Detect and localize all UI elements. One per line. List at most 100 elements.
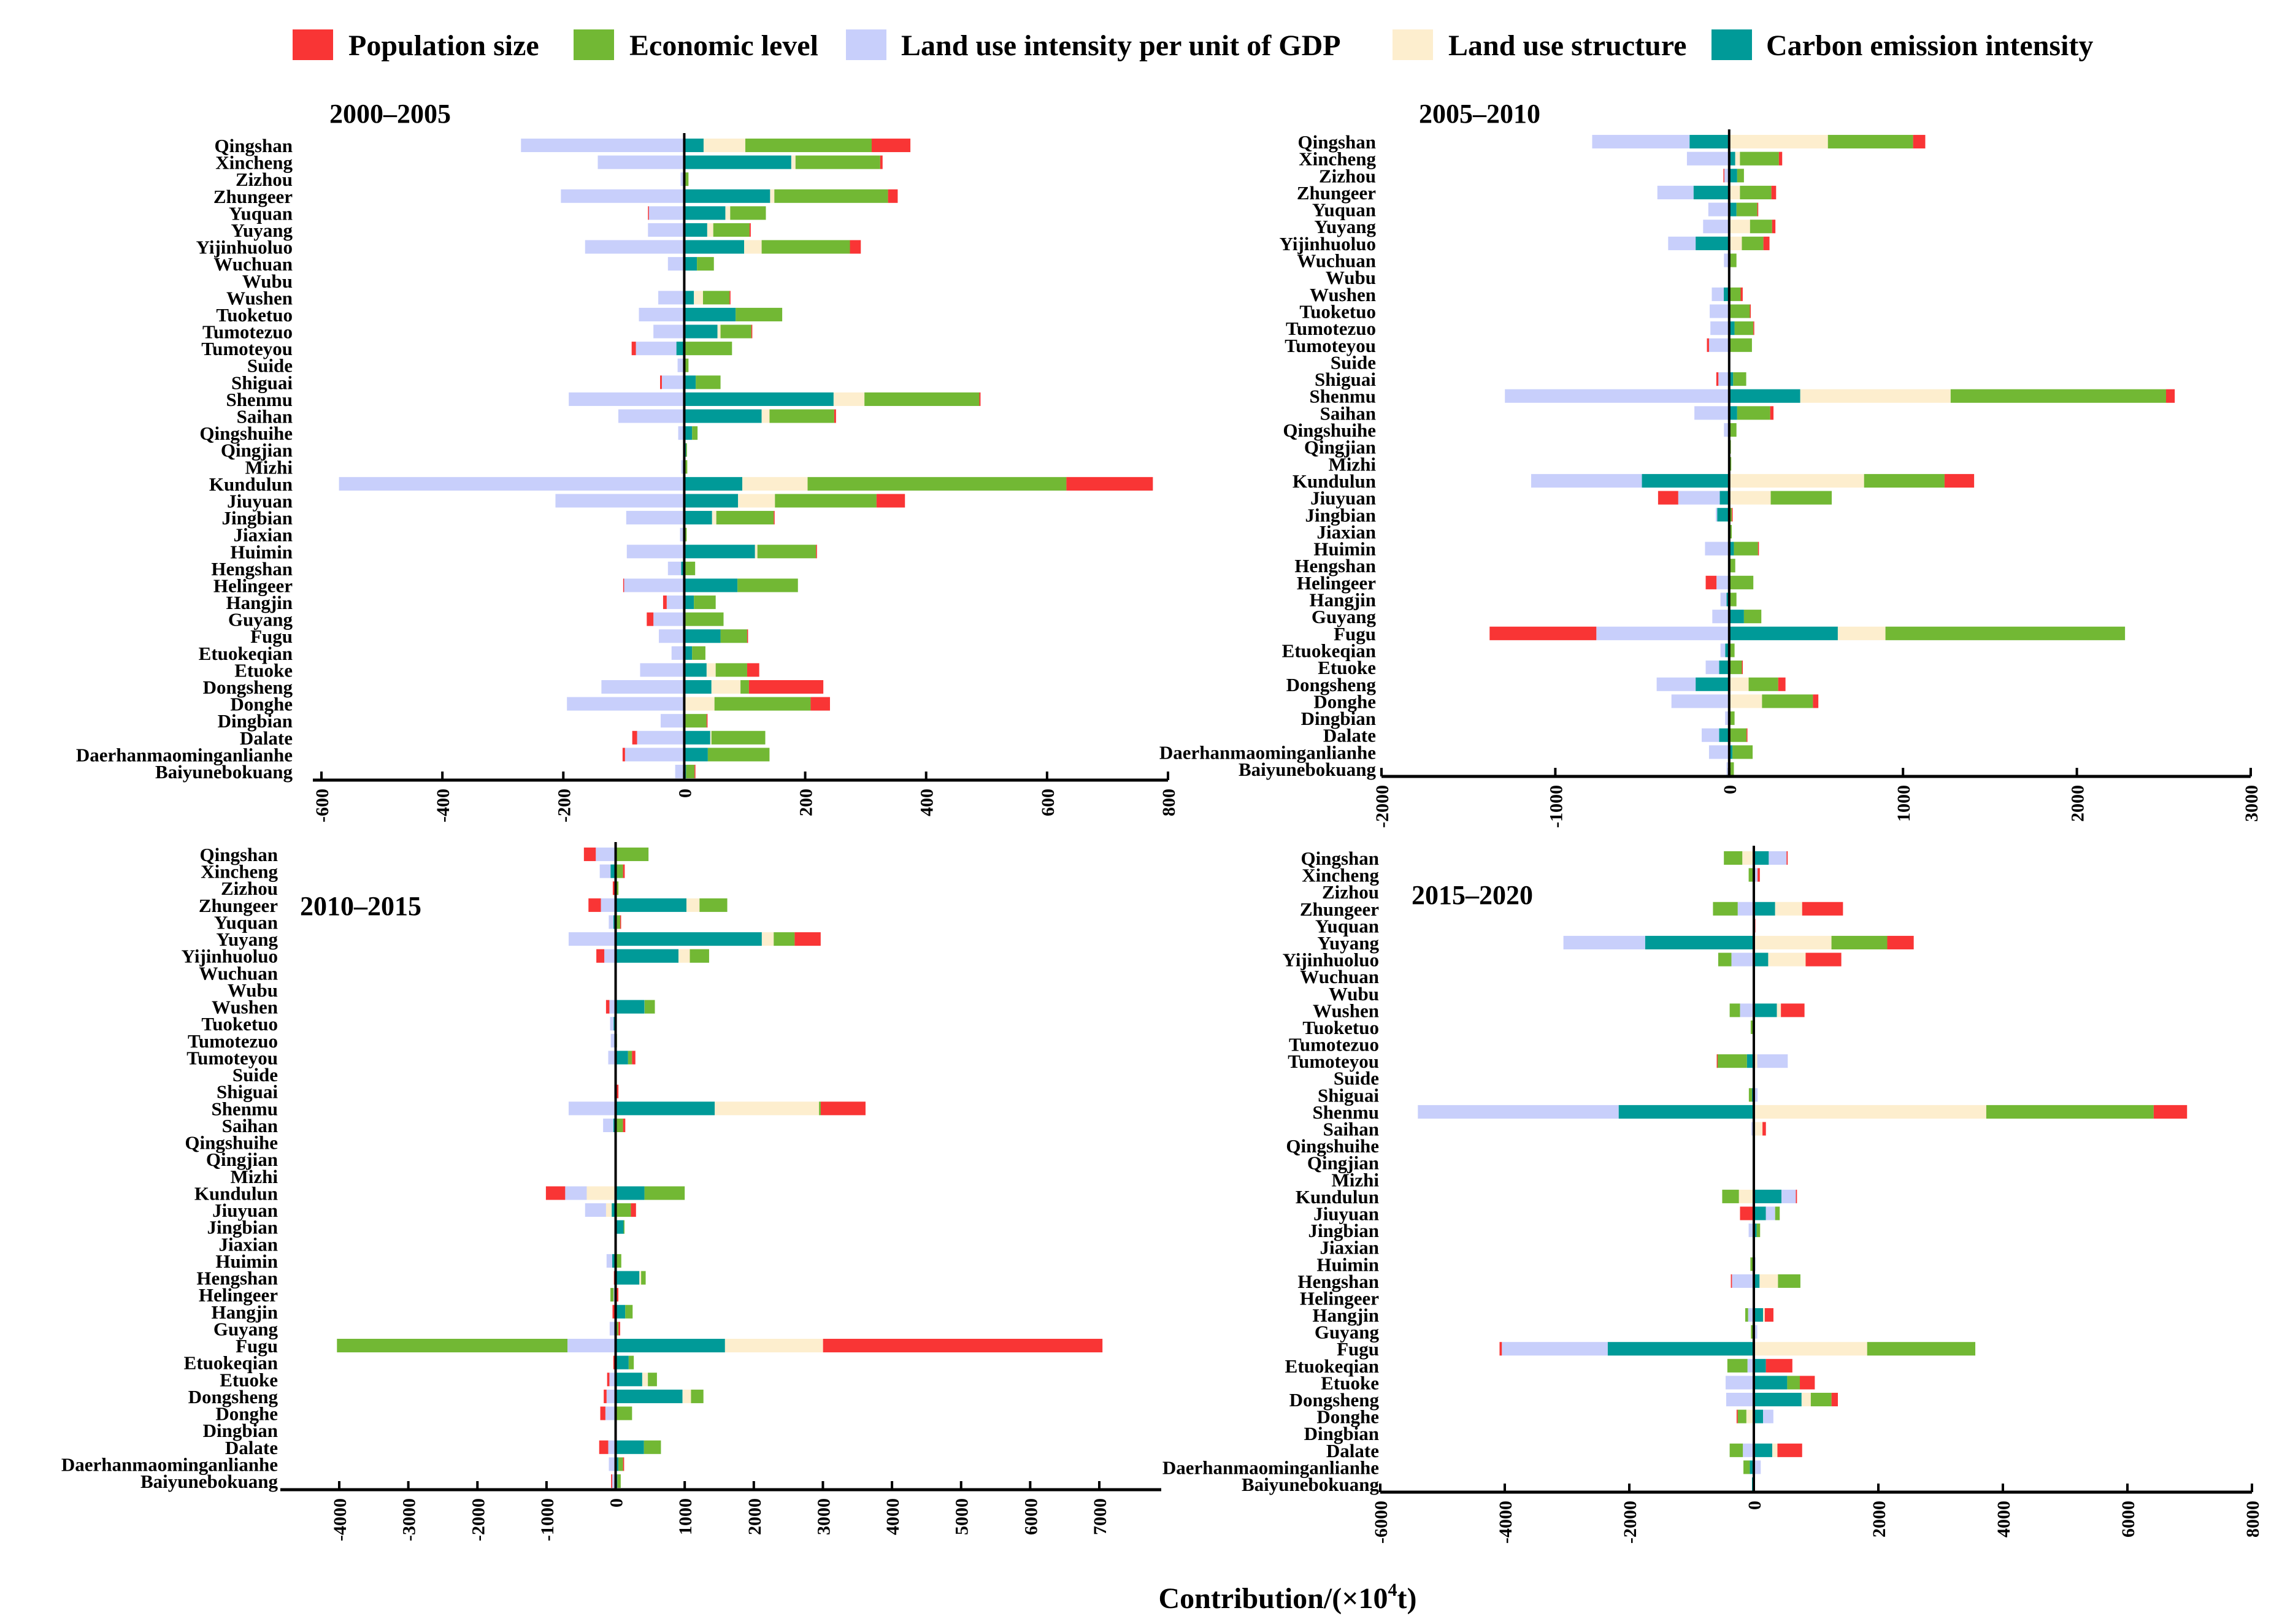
bar-segment-carbon-emission-intensity xyxy=(615,1101,715,1116)
bar-segment-carbon-emission-intensity xyxy=(1689,134,1729,149)
x-tick-label: 0 xyxy=(1745,1501,1765,1510)
bar-segment-carbon-emission-intensity xyxy=(1693,185,1729,200)
x-tick-label: -1000 xyxy=(537,1498,558,1541)
bar-segment-economic-level xyxy=(1736,202,1758,216)
bar-segment-land-use-structure xyxy=(1772,1443,1778,1457)
bar-segment-population-size xyxy=(1723,169,1724,183)
bar-segment-land-use-intensity-per-unit-of-gdp xyxy=(609,1322,615,1336)
category-label: Yuyang xyxy=(1314,216,1376,237)
category-label: Kundulun xyxy=(209,473,293,495)
bar-segment-carbon-emission-intensity xyxy=(615,1051,628,1065)
bar-segment-carbon-emission-intensity xyxy=(610,864,616,878)
bar-segment-land-use-intensity-per-unit-of-gdp xyxy=(1731,952,1754,967)
category-label: Kundulun xyxy=(1293,470,1376,492)
bar-segment-land-use-intensity-per-unit-of-gdp xyxy=(1725,711,1729,726)
bar-segment-economic-level xyxy=(643,1440,661,1454)
category-label: Wushen xyxy=(226,287,293,308)
bar-segment-land-use-structure xyxy=(1742,851,1754,865)
bar-segment-economic-level xyxy=(692,426,698,440)
bar-segment-carbon-emission-intensity xyxy=(615,898,686,912)
bar-segment-population-size xyxy=(1705,575,1717,589)
category-label: Tumoteyou xyxy=(201,338,293,359)
bar-segment-population-size xyxy=(607,1373,610,1387)
category-label: Tumotezuo xyxy=(1286,318,1376,339)
bar-segment-land-use-intensity-per-unit-of-gdp xyxy=(608,1440,616,1454)
bar-segment-economic-level xyxy=(1827,134,1913,149)
bar-segment-land-use-intensity-per-unit-of-gdp xyxy=(1726,762,1729,776)
bar-segment-land-use-structure xyxy=(761,409,770,423)
category-label: Helingeer xyxy=(1297,572,1376,594)
category-label: Hangjin xyxy=(226,592,293,613)
bar-segment-economic-level xyxy=(1727,1358,1748,1373)
bar-segment-economic-level xyxy=(337,1338,568,1353)
x-tick-label: 4000 xyxy=(883,1498,903,1535)
bar-segment-land-use-intensity-per-unit-of-gdp xyxy=(585,240,685,254)
bar-segment-population-size xyxy=(694,764,696,779)
bar-segment-economic-level xyxy=(692,646,705,660)
bar-segment-population-size xyxy=(632,1051,636,1065)
category-label: Etuoke xyxy=(1321,1372,1379,1393)
bar-segment-economic-level xyxy=(1751,1325,1754,1339)
category-label: Baiyunebokuang xyxy=(1239,759,1376,780)
category-label: Yuquan xyxy=(1312,199,1376,221)
x-tick-label: 7000 xyxy=(1090,1498,1110,1535)
category-label: Dingbian xyxy=(1301,708,1376,729)
bar-segment-carbon-emission-intensity xyxy=(1754,1224,1757,1238)
bar-segment-population-size xyxy=(1736,1409,1738,1423)
bar-segment-population-size xyxy=(816,545,817,559)
bar-segment-population-size xyxy=(774,511,775,525)
bar-segment-land-use-structure xyxy=(1729,185,1740,200)
category-label: Wubu xyxy=(1326,267,1376,288)
bar-segment-carbon-emission-intensity xyxy=(676,342,685,356)
bar-segment-land-use-structure xyxy=(712,511,716,525)
bar-segment-population-size xyxy=(545,1186,566,1200)
category-label: Etuokeqian xyxy=(1285,1355,1379,1377)
category-label: Wushen xyxy=(1313,1000,1379,1021)
bar-segment-land-use-intensity-per-unit-of-gdp xyxy=(1686,151,1729,166)
bar-segment-land-use-intensity-per-unit-of-gdp xyxy=(608,1051,616,1065)
bar-segment-land-use-intensity-per-unit-of-gdp xyxy=(1705,542,1729,556)
bar-segment-carbon-emission-intensity xyxy=(681,561,685,575)
bar-segment-economic-level xyxy=(1743,610,1762,624)
category-label: Etuokeqian xyxy=(184,1352,278,1374)
bar-segment-economic-level xyxy=(1750,1020,1754,1034)
category-label: Zizhou xyxy=(221,878,278,899)
bar-segment-land-use-intensity-per-unit-of-gdp xyxy=(1708,745,1729,759)
category-label: Helingeer xyxy=(1300,1287,1379,1309)
bar-segment-land-use-intensity-per-unit-of-gdp xyxy=(640,663,685,677)
bar-segment-land-use-intensity-per-unit-of-gdp xyxy=(659,629,685,643)
bar-segment-economic-level xyxy=(1733,372,1746,386)
category-label: Jiuyuan xyxy=(1310,488,1376,509)
bar-segment-economic-level xyxy=(1748,677,1778,691)
bar-segment-carbon-emission-intensity xyxy=(1754,851,1769,865)
bar-segment-land-use-structure xyxy=(742,477,808,491)
x-tick-label: 800 xyxy=(1159,789,1179,816)
bar-segment-population-size xyxy=(596,949,605,963)
category-label: Helingeer xyxy=(199,1284,278,1306)
category-label: Zizhou xyxy=(236,169,293,190)
bar-segment-economic-level xyxy=(691,1389,704,1403)
bar-segment-population-size xyxy=(834,409,836,423)
bar-segment-carbon-emission-intensity xyxy=(1754,1358,1766,1373)
bar-segment-population-size xyxy=(748,680,824,694)
bar-segment-carbon-emission-intensity xyxy=(684,223,707,237)
bar-segment-economic-level xyxy=(769,409,834,423)
bar-segment-carbon-emission-intensity xyxy=(684,629,721,643)
bar-segment-land-use-intensity-per-unit-of-gdp xyxy=(667,257,685,271)
bar-segment-carbon-emission-intensity xyxy=(684,206,726,220)
bar-segment-carbon-emission-intensity xyxy=(615,1389,683,1403)
category-label: Hangjin xyxy=(1312,1304,1379,1326)
bar-segment-carbon-emission-intensity xyxy=(684,257,697,271)
bar-segment-carbon-emission-intensity xyxy=(684,375,696,389)
bar-segment-population-size xyxy=(583,847,596,862)
bar-segment-land-use-intensity-per-unit-of-gdp xyxy=(1724,253,1729,267)
bar-segment-land-use-structure xyxy=(717,324,721,339)
bar-segment-land-use-structure xyxy=(605,1203,612,1217)
bar-segment-economic-level xyxy=(1750,1257,1754,1271)
bar-segment-land-use-intensity-per-unit-of-gdp xyxy=(609,1000,616,1014)
bar-segment-land-use-intensity-per-unit-of-gdp xyxy=(605,1406,616,1420)
bar-segment-economic-level xyxy=(1729,287,1741,301)
bar-segment-land-use-intensity-per-unit-of-gdp xyxy=(1656,677,1696,691)
bar-segment-population-size xyxy=(1753,321,1754,335)
category-label: Zhungeer xyxy=(199,895,278,916)
